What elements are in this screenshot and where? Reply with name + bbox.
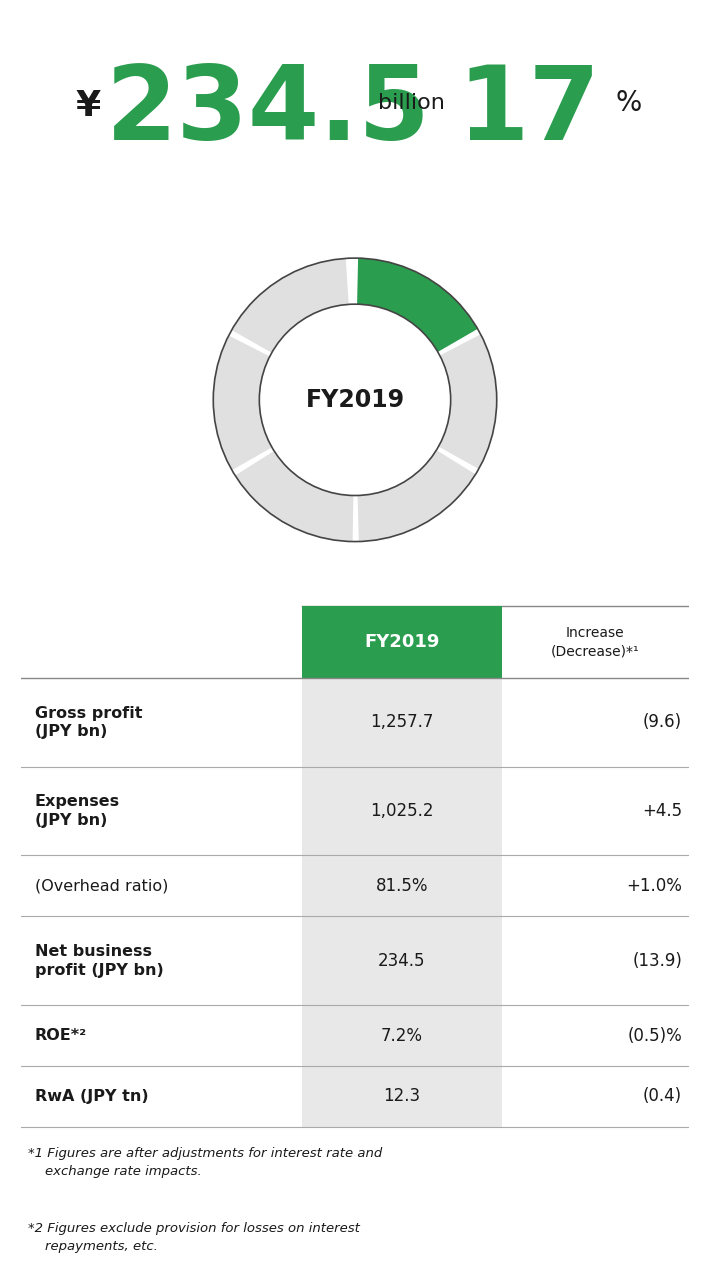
Wedge shape bbox=[235, 451, 354, 541]
Text: ¥: ¥ bbox=[75, 89, 101, 124]
FancyBboxPatch shape bbox=[302, 1066, 502, 1127]
Text: 1,257.7: 1,257.7 bbox=[370, 714, 433, 732]
Text: +4.5: +4.5 bbox=[642, 802, 682, 820]
Wedge shape bbox=[439, 335, 497, 469]
FancyBboxPatch shape bbox=[302, 677, 502, 766]
FancyBboxPatch shape bbox=[302, 607, 502, 677]
Text: 81.5%: 81.5% bbox=[376, 877, 428, 895]
Text: (0.5)%: (0.5)% bbox=[627, 1027, 682, 1045]
Text: (13.9): (13.9) bbox=[632, 952, 682, 970]
Text: FY2019: FY2019 bbox=[364, 634, 439, 652]
Text: Expenses
(JPY bn): Expenses (JPY bn) bbox=[35, 795, 120, 828]
Wedge shape bbox=[213, 335, 272, 470]
Text: (Overhead ratio): (Overhead ratio) bbox=[35, 878, 168, 894]
Text: (9.6): (9.6) bbox=[643, 714, 682, 732]
FancyBboxPatch shape bbox=[302, 1005, 502, 1066]
Text: RwA (JPY tn): RwA (JPY tn) bbox=[35, 1088, 148, 1104]
Text: Increase
(Decrease)*¹: Increase (Decrease)*¹ bbox=[551, 626, 640, 658]
Text: Net business
profit (JPY bn): Net business profit (JPY bn) bbox=[35, 944, 163, 978]
Wedge shape bbox=[358, 450, 476, 541]
Text: FY2019: FY2019 bbox=[305, 388, 405, 412]
FancyBboxPatch shape bbox=[302, 766, 502, 855]
Text: 17: 17 bbox=[457, 61, 600, 161]
Wedge shape bbox=[231, 259, 349, 353]
Text: 234.5: 234.5 bbox=[106, 61, 430, 161]
Text: Gross profit
(JPY bn): Gross profit (JPY bn) bbox=[35, 706, 142, 739]
Text: %: % bbox=[616, 89, 642, 117]
Text: +1.0%: +1.0% bbox=[626, 877, 682, 895]
Text: *2 Figures exclude provision for losses on interest
    repayments, etc.: *2 Figures exclude provision for losses … bbox=[28, 1221, 360, 1253]
Text: 234.5: 234.5 bbox=[378, 952, 425, 970]
Text: 1,025.2: 1,025.2 bbox=[370, 802, 434, 820]
Text: (0.4): (0.4) bbox=[643, 1087, 682, 1105]
Text: 12.3: 12.3 bbox=[383, 1087, 420, 1105]
FancyBboxPatch shape bbox=[302, 916, 502, 1005]
Text: ROE*²: ROE*² bbox=[35, 1028, 87, 1043]
Text: 7.2%: 7.2% bbox=[381, 1027, 422, 1045]
Wedge shape bbox=[357, 258, 478, 352]
Text: *1 Figures are after adjustments for interest rate and
    exchange rate impacts: *1 Figures are after adjustments for int… bbox=[28, 1148, 382, 1179]
FancyBboxPatch shape bbox=[302, 855, 502, 916]
Text: billion: billion bbox=[378, 93, 445, 113]
